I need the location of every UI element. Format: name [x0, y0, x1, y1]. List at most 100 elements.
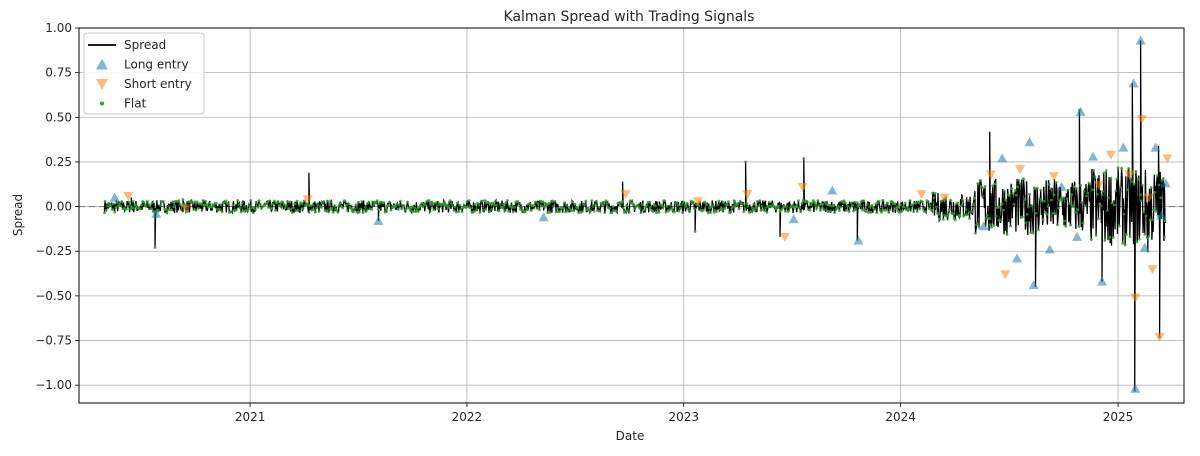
- flat-point: [1001, 208, 1005, 212]
- flat-point: [959, 204, 963, 208]
- flat-point: [865, 202, 869, 206]
- flat-point: [296, 209, 300, 213]
- flat-point: [289, 207, 293, 211]
- flat-point: [127, 200, 131, 204]
- flat-point: [452, 208, 456, 212]
- flat-point: [477, 203, 481, 207]
- flat-point: [355, 210, 359, 214]
- flat-point: [258, 203, 262, 206]
- flat-point: [382, 201, 386, 205]
- flat-point: [571, 200, 575, 204]
- flat-point: [278, 204, 282, 208]
- flat-point: [464, 206, 468, 209]
- flat-point: [1116, 166, 1120, 170]
- flat-point: [590, 199, 594, 203]
- flat-point: [886, 201, 889, 205]
- flat-point: [412, 210, 415, 214]
- flat-point: [103, 211, 106, 215]
- y-tick-label: −0.75: [35, 334, 72, 348]
- flat-point: [116, 205, 120, 208]
- long-entry-point: [1097, 276, 1108, 286]
- flat-point: [980, 185, 983, 189]
- flat-point: [388, 200, 392, 204]
- flat-point: [1039, 188, 1043, 192]
- long-entry-point: [853, 235, 864, 245]
- short-entry-point: [1094, 181, 1105, 191]
- flat-point: [335, 208, 339, 212]
- flat-point: [829, 209, 833, 213]
- flat-point: [785, 205, 788, 208]
- flat-point: [513, 205, 516, 209]
- flat-point: [192, 208, 196, 212]
- flat-point: [596, 209, 600, 213]
- flat-point: [226, 202, 230, 206]
- flat-point: [288, 200, 292, 204]
- flat-point: [758, 199, 762, 203]
- flat-point: [1130, 180, 1134, 183]
- flat-point: [751, 209, 755, 212]
- flat-point: [400, 207, 403, 211]
- flat-point: [1016, 185, 1020, 189]
- flat-point: [732, 199, 736, 203]
- flat-point: [643, 208, 646, 212]
- flat-point: [254, 208, 257, 212]
- flat-point: [912, 210, 916, 214]
- flat-point: [310, 208, 314, 212]
- long-entry-series: [109, 35, 1171, 393]
- flat-point: [1038, 197, 1042, 201]
- flat-point: [669, 203, 673, 207]
- flat-point: [104, 208, 108, 212]
- flat-point: [675, 201, 679, 204]
- flat-point: [997, 219, 1001, 222]
- flat-point: [551, 199, 554, 203]
- flat-point: [718, 208, 722, 212]
- x-axis: 2021 2022 2023 2024 2025: [235, 403, 1133, 424]
- flat-point: [562, 201, 566, 205]
- flat-point: [473, 203, 477, 206]
- flat-point: [882, 209, 886, 212]
- flat-point: [992, 223, 996, 227]
- long-entry-point: [151, 208, 162, 218]
- flat-point: [914, 201, 918, 205]
- x-tick-label: 2023: [669, 410, 700, 424]
- long-entry-point: [1130, 383, 1141, 393]
- flat-point: [1113, 203, 1116, 207]
- flat-point: [773, 207, 777, 211]
- flat-point: [1022, 177, 1025, 181]
- flat-point: [1031, 231, 1035, 235]
- flat-point: [933, 191, 937, 195]
- flat-point: [395, 202, 399, 206]
- flat-point: [722, 201, 725, 204]
- flat-point: [770, 205, 774, 209]
- flat-point: [602, 200, 605, 204]
- flat-point: [1163, 219, 1167, 223]
- flat-point: [956, 201, 960, 205]
- short-entry-point: [1015, 165, 1026, 175]
- flat-point: [953, 218, 957, 222]
- flat-point: [1045, 212, 1049, 216]
- flat-point: [139, 203, 143, 207]
- flat-point: [161, 200, 165, 203]
- flat-point: [1108, 235, 1112, 239]
- long-entry-point: [1075, 106, 1086, 116]
- flat-point: [847, 210, 851, 214]
- short-entry-point: [985, 170, 996, 180]
- flat-point: [934, 205, 938, 209]
- flat-point: [1149, 186, 1153, 189]
- flat-point: [502, 203, 506, 206]
- flat-point: [431, 202, 434, 206]
- flat-point: [880, 210, 884, 214]
- flat-point: [734, 201, 737, 205]
- flat-point: [946, 212, 950, 216]
- short-entry-point: [939, 193, 950, 203]
- flat-point: [756, 200, 759, 204]
- flat-point: [276, 199, 280, 203]
- flat-point: [488, 209, 491, 213]
- flat-point: [672, 210, 676, 214]
- flat-point: [410, 205, 414, 209]
- flat-point: [725, 203, 729, 206]
- flat-point: [1121, 241, 1125, 245]
- flat-point: [884, 208, 888, 212]
- flat-point: [1029, 231, 1033, 235]
- flat-point: [1124, 233, 1128, 237]
